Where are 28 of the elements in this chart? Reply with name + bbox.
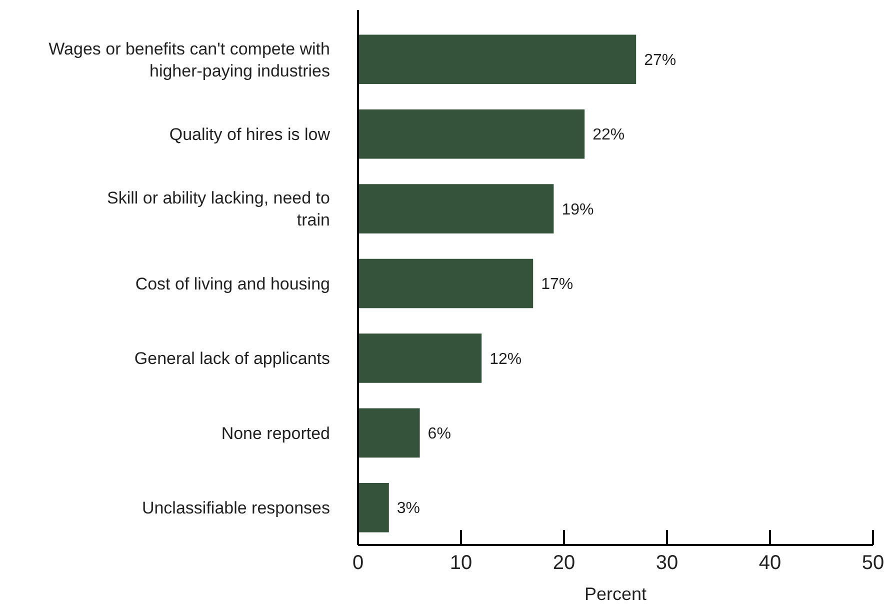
y-tick-label: Wages or benefits can't compete with higher-paying industries [48,39,330,80]
data-label: 19% [562,201,594,218]
data-label: 22% [592,126,625,144]
data-label: 3% [396,500,420,518]
data-label: 17% [541,276,574,294]
bar [358,109,585,159]
x-tick-label: 20 [552,552,576,574]
y-tick-label: Quality of hires is low [169,125,331,144]
x-tick-label: 0 [352,552,364,574]
y-tick-label: None reported [221,424,330,443]
x-tick-label: 40 [758,552,782,574]
bar [358,34,636,84]
x-tick-label: 30 [656,552,678,574]
x-tick-label: 50 [862,552,884,574]
y-tick-label: Skill or ability lacking, need to train [106,188,330,230]
bar [358,408,420,458]
y-tick-label: General lack of applicants [134,349,330,368]
data-label: 27% [644,52,676,69]
data-label: 12% [490,350,522,368]
bar [358,334,482,383]
bar [358,184,554,234]
x-axis-title: Percent [584,584,647,604]
y-tick-label: Unclassifiable responses [142,498,330,518]
bar [358,482,389,532]
y-tick-label: Cost of living and housing [135,274,330,294]
bar [358,258,534,308]
x-tick-label: 10 [450,552,472,574]
data-label: 6% [428,426,451,443]
